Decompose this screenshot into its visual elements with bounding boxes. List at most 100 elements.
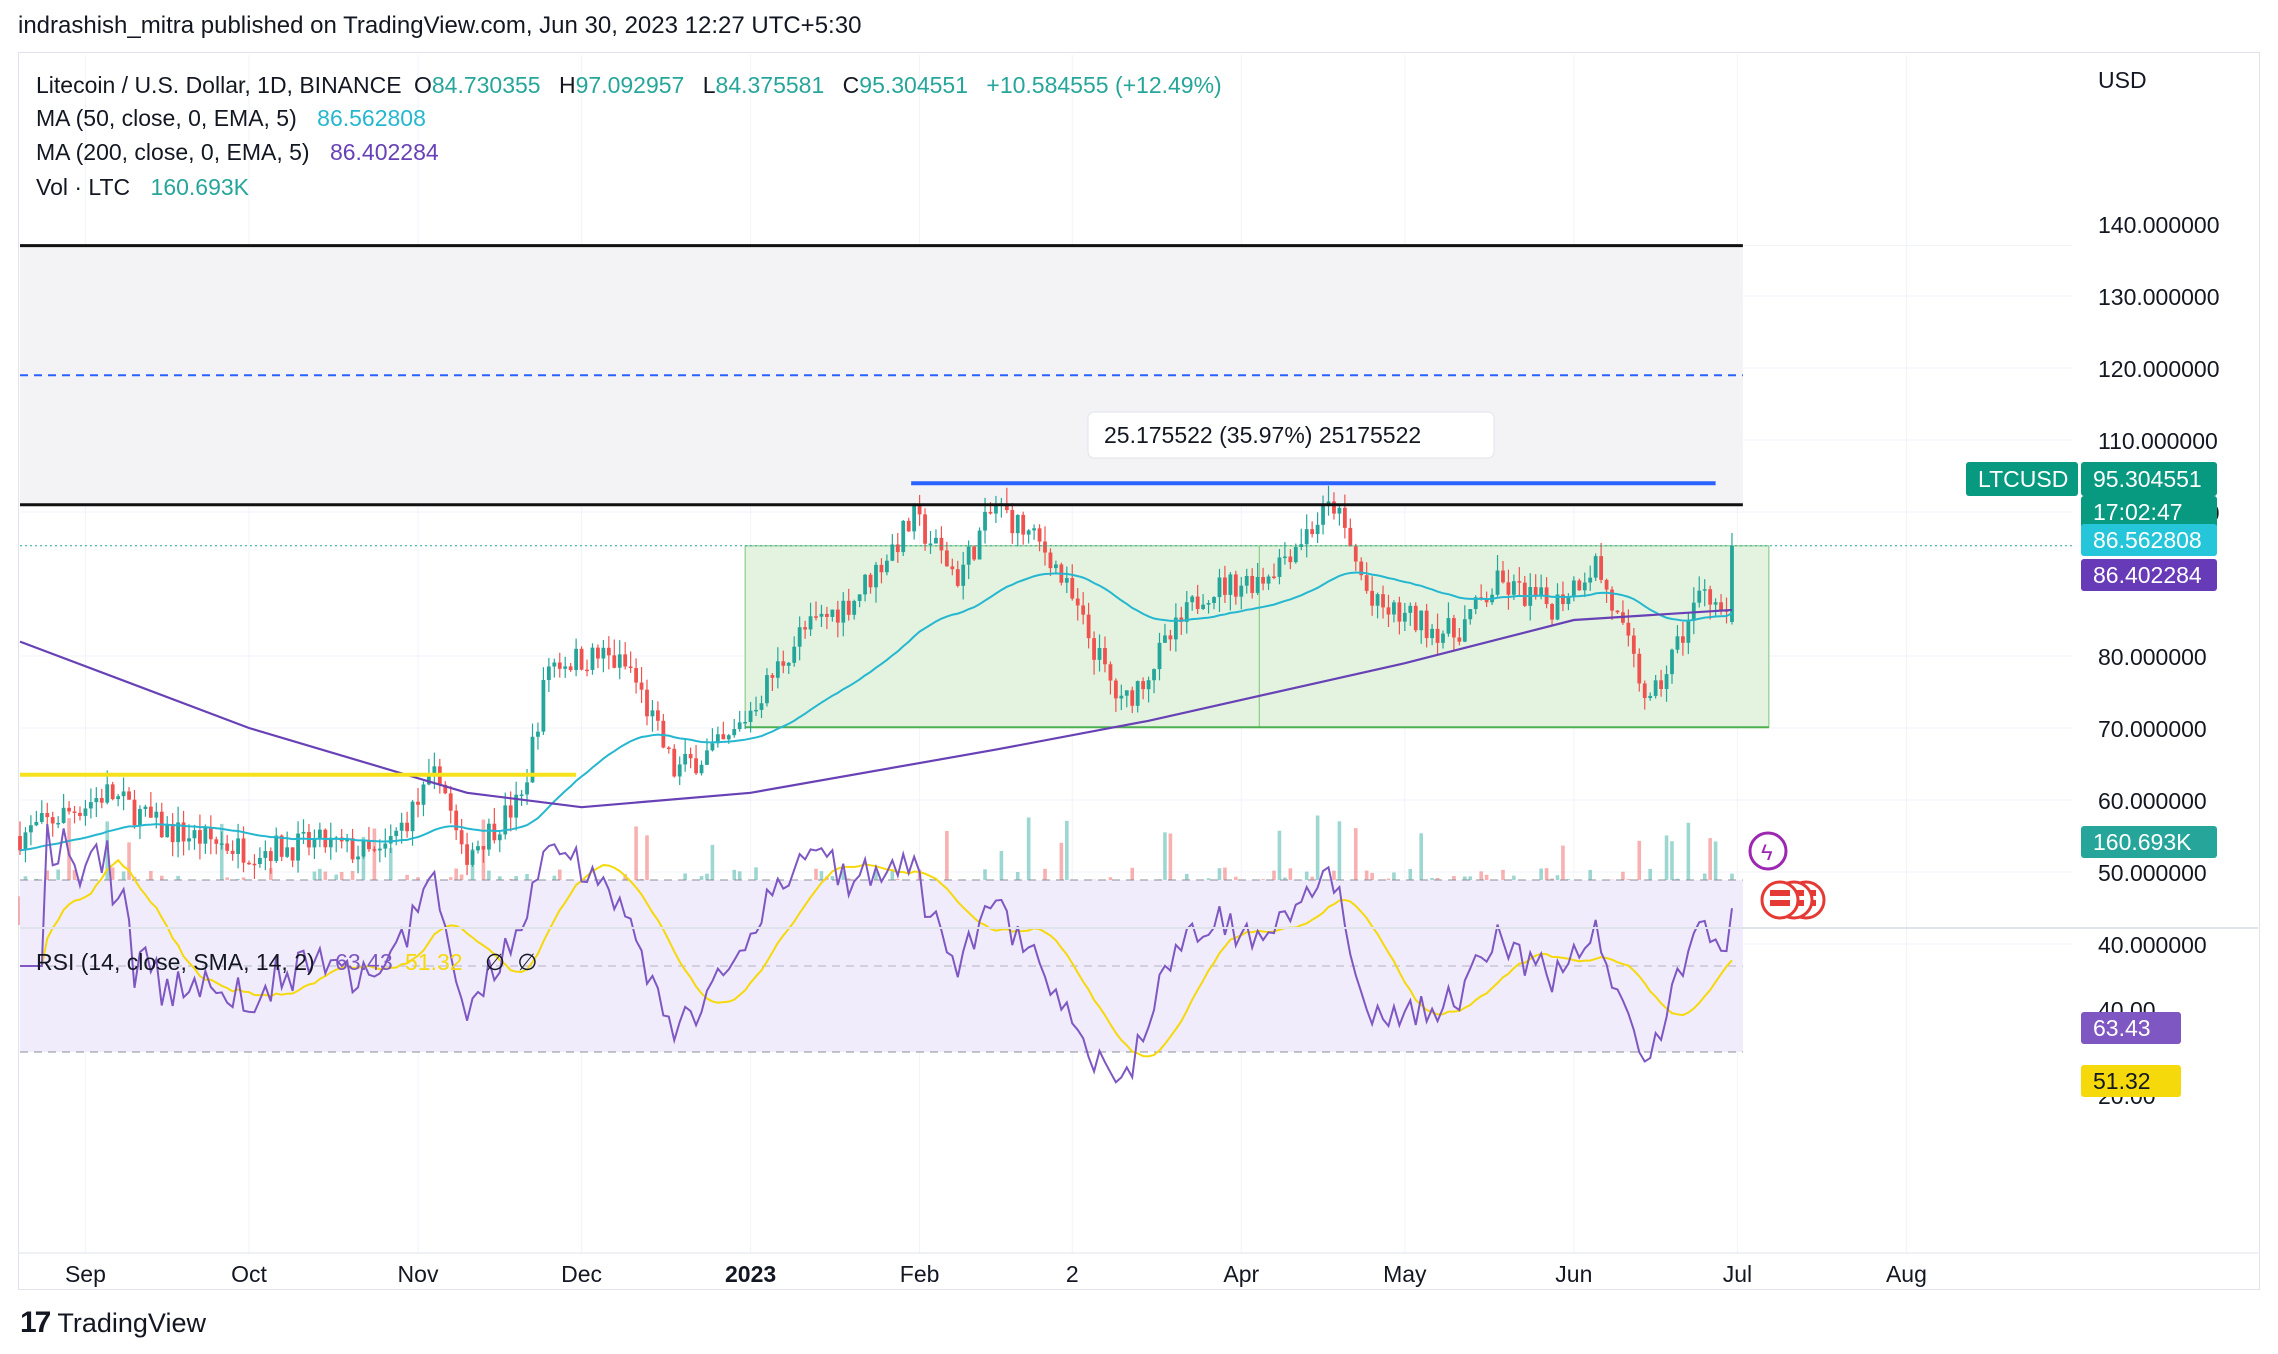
candle-body xyxy=(1043,541,1047,553)
candle-body xyxy=(846,600,851,615)
candle-body xyxy=(972,546,977,560)
candle-body xyxy=(1370,590,1375,606)
candle-body xyxy=(18,836,22,851)
candle-body xyxy=(94,798,99,803)
candle-body xyxy=(1457,637,1462,642)
measure-label-box xyxy=(1087,411,1495,459)
candle-body xyxy=(1212,597,1216,604)
ma50-badge: 86.562808 xyxy=(2081,524,2217,556)
candle-body xyxy=(110,784,115,800)
candle-body xyxy=(874,564,878,588)
price-badge: 95.304551 xyxy=(2081,462,2217,496)
symbol-badge-text: LTCUSD xyxy=(1978,466,2068,492)
candle-body xyxy=(1010,510,1015,534)
candle-body xyxy=(1642,683,1647,699)
candle-body xyxy=(1599,556,1604,580)
rsi-badge-text: 63.43 xyxy=(2093,1015,2151,1041)
candle-body xyxy=(1266,576,1271,584)
ma200-badge: 86.402284 xyxy=(2081,559,2217,591)
volume-bar xyxy=(1686,822,1691,925)
candle-body xyxy=(1130,690,1135,706)
volume-bar xyxy=(1026,817,1031,925)
candle-body xyxy=(1571,580,1576,598)
legend-h-value: 97.092957 xyxy=(575,72,685,98)
ma200-badge-text: 86.402284 xyxy=(2093,562,2202,588)
rsi-badge-bg xyxy=(2081,1012,2181,1044)
legend-rsi-na-2: ∅ xyxy=(517,949,538,975)
price-badge-bg xyxy=(2081,462,2217,496)
candle-body xyxy=(247,862,251,865)
candle-body xyxy=(683,753,688,765)
candle-body xyxy=(906,520,911,532)
candle-body xyxy=(1282,556,1287,559)
legend-volume-row: Vol · LTC 160.693K xyxy=(36,174,255,201)
candle-body xyxy=(1304,529,1309,545)
candle-body xyxy=(388,836,393,844)
candle-body xyxy=(699,764,704,774)
candle-body xyxy=(481,846,486,850)
candle-body xyxy=(765,675,769,704)
candle-body xyxy=(1032,528,1036,531)
candle-body xyxy=(519,794,524,796)
candle-body xyxy=(1223,577,1227,595)
volume-bar xyxy=(1065,820,1069,925)
candle-body xyxy=(317,829,322,840)
candle-body xyxy=(732,729,737,736)
candle-body xyxy=(1244,575,1249,586)
countdown-badge-bg xyxy=(2081,496,2217,528)
candle-body xyxy=(448,793,453,811)
candle-body xyxy=(655,710,660,721)
candle-body xyxy=(835,609,840,623)
candle-body xyxy=(1190,596,1195,603)
candle-body xyxy=(56,822,61,825)
candle-body xyxy=(88,802,93,809)
candle-body xyxy=(1441,633,1445,643)
candle-body xyxy=(1670,649,1674,675)
candle-body xyxy=(863,574,867,595)
candle-body xyxy=(1173,617,1178,640)
candle-body xyxy=(557,662,562,669)
candle-body xyxy=(252,863,257,866)
rsi-line xyxy=(20,823,1733,1084)
candle-body xyxy=(1430,628,1435,639)
candle-body xyxy=(1108,664,1113,681)
candle-body xyxy=(143,806,148,809)
brand[interactable]: 17 TradingView xyxy=(20,1306,206,1340)
candle-body xyxy=(808,616,813,630)
candle-body xyxy=(486,823,491,850)
candle-body xyxy=(497,834,502,841)
candle-body xyxy=(748,710,753,722)
price-tick-label: 140.000000 xyxy=(2098,212,2220,238)
candle-body xyxy=(214,839,219,844)
candle-body xyxy=(1359,561,1364,576)
candle-body xyxy=(737,722,742,730)
candle-body xyxy=(263,851,268,858)
time-tick-label: Nov xyxy=(398,1261,439,1287)
volume-badge-bg xyxy=(2081,826,2217,858)
candle-body xyxy=(563,666,568,669)
candle-body xyxy=(770,675,775,678)
candle-body xyxy=(552,662,557,667)
candle-body xyxy=(841,600,846,623)
candle-body xyxy=(1103,648,1107,665)
legend-ma50-row: MA (50, close, 0, EMA, 5) 86.562808 xyxy=(36,105,432,132)
time-tick-label: Sep xyxy=(65,1261,106,1287)
candle-body xyxy=(803,627,808,630)
candle-body xyxy=(1086,614,1091,639)
countdown-badge-text: 17:02:47 xyxy=(2093,499,2183,525)
symbol-badge-bg xyxy=(1966,462,2078,496)
candle-body xyxy=(454,810,459,831)
candle-body xyxy=(39,813,44,822)
candle-body xyxy=(350,838,355,860)
candle-body xyxy=(884,560,889,573)
legend-vol-value: 160.693K xyxy=(150,174,250,200)
candle-body xyxy=(1064,578,1069,583)
candle-body xyxy=(290,847,295,861)
candle-body xyxy=(890,544,895,561)
candle-body xyxy=(1686,620,1691,643)
candle-body xyxy=(176,822,181,843)
candle-body xyxy=(285,847,290,857)
candle-body xyxy=(1075,598,1080,606)
